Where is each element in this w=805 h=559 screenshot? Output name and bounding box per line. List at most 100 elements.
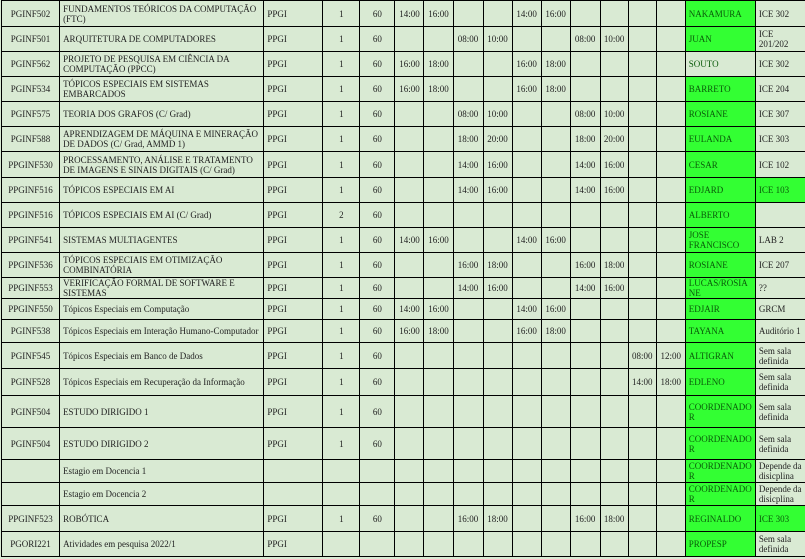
end-time-cell[interactable]: 18:00: [423, 51, 454, 77]
start-time-cell[interactable]: [569, 319, 601, 343]
end-time-cell[interactable]: [540, 342, 571, 369]
end-time-cell[interactable]: [599, 319, 629, 343]
room-cell[interactable]: GRCM: [754, 298, 805, 320]
professor-cell[interactable]: EDJARD: [684, 177, 756, 203]
program-cell[interactable]: PPGI: [263, 427, 324, 460]
program-cell[interactable]: PPGI: [263, 505, 324, 532]
end-time-cell[interactable]: [655, 252, 686, 278]
start-time-cell[interactable]: [627, 531, 657, 557]
end-time-cell[interactable]: [540, 459, 571, 483]
professor-cell[interactable]: EULANDA: [684, 126, 756, 152]
end-time-cell[interactable]: [482, 0, 513, 27]
room-cell[interactable]: ICE 207: [754, 252, 805, 278]
end-time-cell[interactable]: [540, 427, 571, 460]
room-cell[interactable]: ICE 302: [754, 0, 805, 27]
hours-cell[interactable]: [359, 459, 396, 483]
end-time-cell[interactable]: [423, 26, 454, 52]
start-time-cell[interactable]: [511, 342, 542, 369]
start-time-cell[interactable]: [452, 482, 484, 506]
start-time-cell[interactable]: [452, 395, 484, 428]
end-time-cell[interactable]: [482, 342, 513, 369]
start-time-cell[interactable]: [452, 76, 484, 102]
course-name-cell[interactable]: SISTEMAS MULTIAGENTES: [59, 227, 265, 253]
start-time-cell[interactable]: 18:00: [569, 126, 601, 152]
end-time-cell[interactable]: [655, 26, 686, 52]
class-cell[interactable]: 1: [322, 505, 361, 532]
start-time-cell[interactable]: 14:00: [569, 151, 601, 178]
hours-cell[interactable]: 60: [359, 368, 396, 396]
course-code-cell[interactable]: PPGINF516: [0, 202, 61, 228]
course-code-cell[interactable]: PGORI221: [0, 531, 61, 557]
course-code-cell[interactable]: PGINF501: [0, 26, 61, 52]
class-cell[interactable]: [322, 459, 361, 483]
hours-cell[interactable]: 60: [359, 298, 396, 320]
end-time-cell[interactable]: [655, 202, 686, 228]
course-name-cell[interactable]: TÓPICOS ESPECIAIS EM OTIMIZAÇÃO COMBINAT…: [59, 252, 265, 278]
end-time-cell[interactable]: [655, 76, 686, 102]
end-time-cell[interactable]: [540, 202, 571, 228]
start-time-cell[interactable]: [627, 151, 657, 178]
start-time-cell[interactable]: [627, 0, 657, 27]
end-time-cell[interactable]: 18:00: [599, 252, 629, 278]
start-time-cell[interactable]: [627, 298, 657, 320]
end-time-cell[interactable]: [599, 76, 629, 102]
start-time-cell[interactable]: 14:00: [452, 277, 484, 299]
start-time-cell[interactable]: [452, 298, 484, 320]
end-time-cell[interactable]: 18:00: [599, 505, 629, 532]
start-time-cell[interactable]: [511, 26, 542, 52]
program-cell[interactable]: PPGI: [263, 0, 324, 27]
start-time-cell[interactable]: [511, 277, 542, 299]
start-time-cell[interactable]: 08:00: [627, 342, 657, 369]
program-cell[interactable]: PPGI: [263, 395, 324, 428]
course-name-cell[interactable]: VERIFICAÇÃO FORMAL DE SOFTWARE E SISTEMA…: [59, 277, 265, 299]
room-cell[interactable]: ICE 102: [754, 151, 805, 178]
end-time-cell[interactable]: [655, 101, 686, 127]
end-time-cell[interactable]: 16:00: [540, 298, 571, 320]
course-code-cell[interactable]: PGINF528: [0, 368, 61, 396]
course-name-cell[interactable]: TÓPICOS ESPECIAIS EM AI: [59, 177, 265, 203]
end-time-cell[interactable]: [482, 427, 513, 460]
start-time-cell[interactable]: [452, 342, 484, 369]
start-time-cell[interactable]: [394, 505, 425, 532]
end-time-cell[interactable]: [482, 51, 513, 77]
start-time-cell[interactable]: [627, 459, 657, 483]
room-cell[interactable]: ICE 303: [754, 505, 805, 532]
end-time-cell[interactable]: 10:00: [482, 26, 513, 52]
course-name-cell[interactable]: ESTUDO DIRIGIDO 1: [59, 395, 265, 428]
end-time-cell[interactable]: [482, 202, 513, 228]
end-time-cell[interactable]: 16:00: [599, 151, 629, 178]
professor-cell[interactable]: SOUTO: [684, 51, 756, 77]
program-cell[interactable]: PPGI: [263, 51, 324, 77]
start-time-cell[interactable]: [627, 126, 657, 152]
start-time-cell[interactable]: [511, 531, 542, 557]
course-code-cell[interactable]: [0, 482, 61, 506]
start-time-cell[interactable]: [394, 342, 425, 369]
end-time-cell[interactable]: [655, 0, 686, 27]
start-time-cell[interactable]: [627, 202, 657, 228]
start-time-cell[interactable]: [569, 202, 601, 228]
start-time-cell[interactable]: [394, 482, 425, 506]
start-time-cell[interactable]: [511, 395, 542, 428]
start-time-cell[interactable]: 16:00: [452, 252, 484, 278]
course-code-cell[interactable]: PPGINF553: [0, 277, 61, 299]
hours-cell[interactable]: 60: [359, 101, 396, 127]
start-time-cell[interactable]: [627, 227, 657, 253]
start-time-cell[interactable]: [627, 277, 657, 299]
course-code-cell[interactable]: PPGINF536: [0, 252, 61, 278]
program-cell[interactable]: PPGI: [263, 368, 324, 396]
start-time-cell[interactable]: 16:00: [511, 319, 542, 343]
start-time-cell[interactable]: 08:00: [452, 101, 484, 127]
end-time-cell[interactable]: [423, 126, 454, 152]
start-time-cell[interactable]: [569, 531, 601, 557]
room-cell[interactable]: Sem sala definida: [754, 395, 805, 428]
room-cell[interactable]: ICE 307: [754, 101, 805, 127]
end-time-cell[interactable]: 20:00: [599, 126, 629, 152]
end-time-cell[interactable]: [540, 101, 571, 127]
hours-cell[interactable]: 60: [359, 126, 396, 152]
end-time-cell[interactable]: [540, 26, 571, 52]
start-time-cell[interactable]: [627, 395, 657, 428]
room-cell[interactable]: ICE 303: [754, 126, 805, 152]
end-time-cell[interactable]: [655, 151, 686, 178]
start-time-cell[interactable]: 14:00: [452, 177, 484, 203]
end-time-cell[interactable]: 12:00: [655, 342, 686, 369]
